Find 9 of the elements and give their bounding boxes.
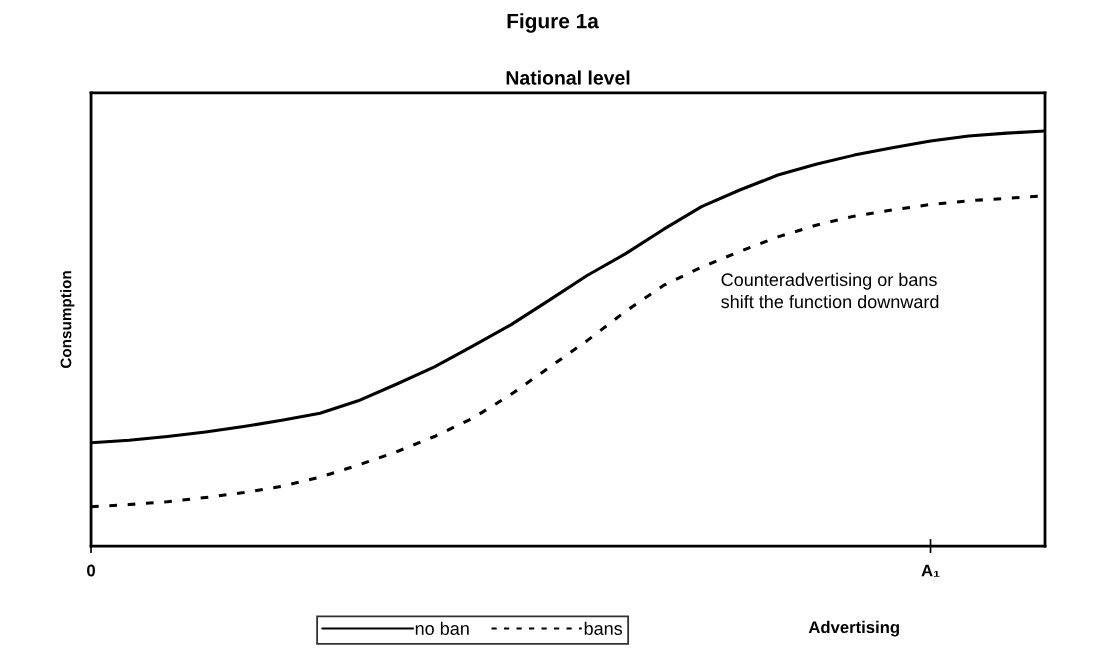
x-tick-label: 0 — [87, 564, 95, 577]
chart-subtitle: National level — [506, 70, 630, 85]
x-tick-label: A₁ — [921, 564, 940, 577]
annotation: Counteradvertising or bans shift the function downward — [721, 272, 939, 309]
chart-title: Figure 1a — [507, 13, 599, 33]
legend-label: bans — [584, 621, 623, 635]
legend-label: no ban — [415, 621, 469, 635]
y-axis-title: Consumption — [60, 271, 75, 369]
x-axis-title: Advertising — [808, 620, 899, 637]
